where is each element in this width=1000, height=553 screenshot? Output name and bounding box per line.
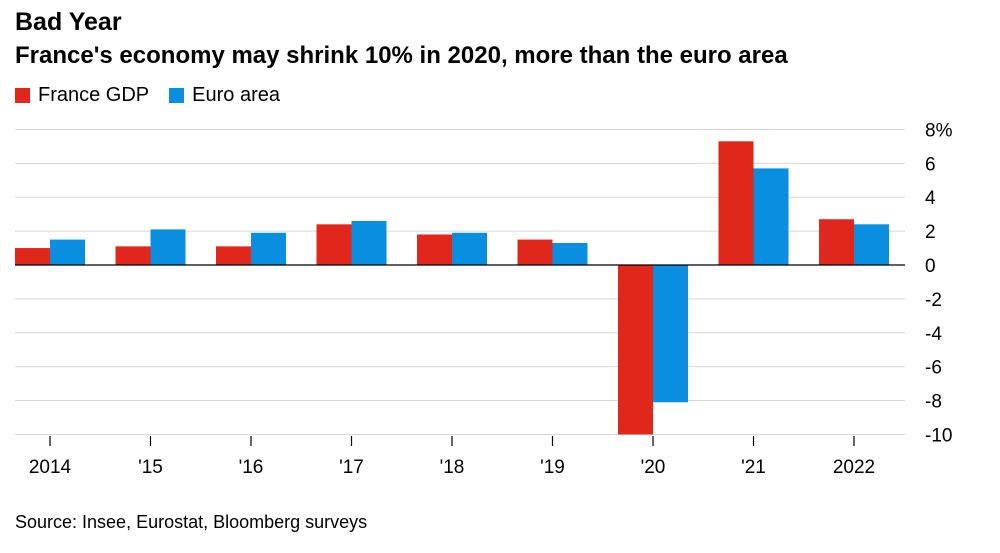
- x-tick-label: '19: [540, 457, 565, 478]
- x-tick-label: '16: [239, 457, 264, 478]
- bar-euro-area: [653, 265, 688, 403]
- y-tick-label: 0: [925, 256, 936, 277]
- bar-france: [417, 234, 452, 265]
- legend-item-euro-area: Euro area: [169, 84, 280, 107]
- x-tick-label: '15: [138, 457, 163, 478]
- y-tick-label: -8: [925, 392, 942, 413]
- chart-plot: 8% 6 4 2 0 -2 -4 -6 -8 -10 2014 '15 '16 '17 '18 '19 '20 '…: [15, 120, 953, 478]
- x-tick-label: '20: [641, 457, 666, 478]
- legend: France GDP Euro area: [15, 84, 300, 107]
- bar-france: [819, 219, 854, 265]
- y-tick-label: 8%: [925, 120, 953, 141]
- bar-euro-area: [552, 242, 588, 265]
- legend-swatch-france: [15, 88, 30, 103]
- chart-title: Bad Year: [15, 8, 122, 36]
- source-note: Source: Insee, Eurostat, Bloomberg surve…: [15, 512, 368, 532]
- y-tick-label: -6: [925, 358, 942, 379]
- legend-label-euro-area: Euro area: [192, 84, 280, 106]
- bar-france: [216, 246, 251, 265]
- legend-label-france: France GDP: [38, 84, 150, 106]
- y-tick-label: -4: [925, 324, 942, 345]
- y-tick-label: 6: [925, 154, 936, 175]
- bar-euro-area: [150, 229, 186, 265]
- y-tick-label: 2: [925, 222, 936, 243]
- x-tick-label: 2022: [833, 457, 875, 478]
- x-tick-label: '18: [440, 457, 465, 478]
- bar-france: [316, 224, 352, 265]
- y-tick-label: -10: [925, 425, 952, 446]
- bar-france: [115, 246, 151, 265]
- x-tick-label: '21: [741, 457, 766, 478]
- y-tick-label: -2: [925, 290, 942, 311]
- y-tick-label: 4: [925, 188, 936, 209]
- bar-euro-area: [452, 232, 487, 265]
- bar-euro-area: [351, 220, 387, 265]
- bar-france: [618, 265, 653, 435]
- bar-france: [15, 248, 50, 265]
- x-tick-label: 2014: [29, 457, 72, 478]
- bar-euro-area: [251, 232, 286, 265]
- bar-euro-area: [753, 168, 789, 265]
- bar-france: [718, 141, 754, 265]
- legend-swatch-euro-area: [169, 88, 185, 103]
- bar-euro-area: [854, 224, 889, 265]
- chart-subtitle: France's economy may shrink 10% in 2020,…: [15, 42, 788, 69]
- legend-item-france: France GDP: [15, 84, 149, 107]
- bar-euro-area: [50, 239, 85, 265]
- bar-france: [517, 239, 553, 265]
- x-tick-label: '17: [339, 457, 364, 478]
